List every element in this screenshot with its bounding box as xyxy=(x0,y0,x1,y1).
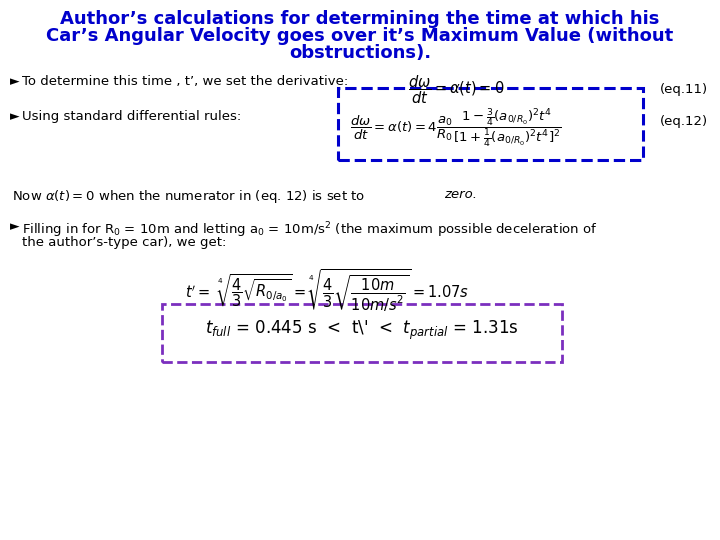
Text: ►: ► xyxy=(10,75,19,88)
Text: Filling in for R$_0$ = 10m and letting a$_0$ = 10m/s$^2$ (the maximum possible d: Filling in for R$_0$ = 10m and letting a… xyxy=(22,220,598,240)
Text: $\dfrac{d\omega}{dt} = \alpha(t) = 4\dfrac{a_0}{R_0}\dfrac{1-\frac{3}{4}(a_{0/R_: $\dfrac{d\omega}{dt} = \alpha(t) = 4\dfr… xyxy=(350,106,562,149)
Bar xyxy=(338,88,643,160)
Text: Using standard differential rules:: Using standard differential rules: xyxy=(22,110,241,123)
Text: the author’s-type car), we get:: the author’s-type car), we get: xyxy=(22,236,226,249)
Text: $\dfrac{d\omega}{dt} = \alpha(t) = 0$: $\dfrac{d\omega}{dt} = \alpha(t) = 0$ xyxy=(408,73,505,105)
Text: $t' = \,\,\sqrt[4]{\dfrac{4}{3}\sqrt{R_{0/a_0}}} = \sqrt[4]{\dfrac{4}{3}\sqrt{\d: $t' = \,\,\sqrt[4]{\dfrac{4}{3}\sqrt{R_{… xyxy=(185,268,469,314)
Text: Now $\alpha(t) = 0$ when the numerator in (eq. 12) is set to: Now $\alpha(t) = 0$ when the numerator i… xyxy=(12,188,366,205)
Text: $t_{full}$ = 0.445 s  <  t\'  <  $t_{partial}$ = 1.31s: $t_{full}$ = 0.445 s < t\' < $t_{partial… xyxy=(205,319,519,342)
Text: obstructions).: obstructions). xyxy=(289,44,431,62)
Text: Car’s Angular Velocity goes over it’s Maximum Value (without: Car’s Angular Velocity goes over it’s Ma… xyxy=(46,27,674,45)
Text: (eq.11): (eq.11) xyxy=(660,83,708,96)
Text: Author’s calculations for determining the time at which his: Author’s calculations for determining th… xyxy=(60,10,660,28)
Text: ►: ► xyxy=(10,220,19,233)
Text: To determine this time , t’, we set the derivative:: To determine this time , t’, we set the … xyxy=(22,75,348,88)
Text: ►: ► xyxy=(10,110,19,123)
Bar xyxy=(162,304,562,362)
Text: (eq.12): (eq.12) xyxy=(660,115,708,128)
Text: zero.: zero. xyxy=(444,188,477,201)
